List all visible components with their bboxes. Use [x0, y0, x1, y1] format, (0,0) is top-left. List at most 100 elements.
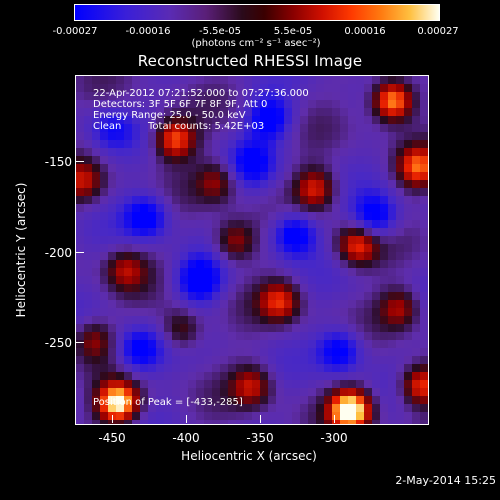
heatmap-cell: [220, 140, 228, 148]
heatmap-cell: [204, 412, 212, 420]
heatmap-cell: [420, 348, 428, 356]
heatmap-cell: [188, 324, 196, 332]
heatmap-cell: [116, 388, 124, 396]
heatmap-cell: [356, 156, 364, 164]
heatmap-cell: [316, 220, 324, 228]
heatmap-cell: [100, 340, 108, 348]
heatmap-cell: [84, 356, 92, 364]
heatmap-cell: [108, 164, 116, 172]
heatmap-cell: [260, 164, 268, 172]
heatmap-cell: [244, 340, 252, 348]
heatmap-cell: [236, 260, 244, 268]
heatmap-cell: [132, 92, 140, 100]
heatmap-cell: [276, 236, 284, 244]
peak-position-text: Position of Peak = [-433,-285]: [93, 397, 243, 408]
heatmap-cell: [108, 156, 116, 164]
heatmap-cell: [380, 364, 388, 372]
heatmap-cell: [388, 244, 396, 252]
heatmap-cell: [124, 332, 132, 340]
heatmap-cell: [364, 236, 372, 244]
heatmap-cell: [300, 92, 308, 100]
heatmap-cell: [84, 284, 92, 292]
heatmap-cell: [340, 76, 348, 84]
heatmap-cell: [380, 148, 388, 156]
heatmap-cell: [308, 404, 316, 412]
heatmap-cell: [308, 164, 316, 172]
heatmap-cell: [372, 260, 380, 268]
heatmap-cell: [196, 212, 204, 220]
heatmap-cell: [148, 212, 156, 220]
heatmap-cell: [124, 196, 132, 204]
heatmap-cell: [372, 292, 380, 300]
heatmap-cell: [420, 228, 428, 236]
heatmap-cell: [212, 308, 220, 316]
heatmap-cell: [292, 316, 300, 324]
heatmap-cell: [404, 348, 412, 356]
heatmap-cell: [156, 316, 164, 324]
heatmap-cell: [372, 372, 380, 380]
heatmap-cell: [172, 356, 180, 364]
heatmap-cell: [356, 268, 364, 276]
heatmap-cell: [156, 332, 164, 340]
heatmap-cell: [356, 116, 364, 124]
heatmap-cell: [420, 140, 428, 148]
heatmap-cell: [76, 356, 84, 364]
heatmap-cell: [268, 396, 276, 404]
heatmap-cell: [260, 140, 268, 148]
heatmap-cell: [284, 108, 292, 116]
heatmap-cell: [260, 276, 268, 284]
heatmap-cell: [244, 236, 252, 244]
heatmap-cell: [228, 140, 236, 148]
heatmap-cell: [292, 220, 300, 228]
heatmap-cell: [236, 92, 244, 100]
heatmap-cell: [132, 372, 140, 380]
heatmap-cell: [228, 372, 236, 380]
heatmap-cell: [372, 412, 380, 420]
heatmap-cell: [220, 260, 228, 268]
heatmap-cell: [284, 180, 292, 188]
heatmap-cell: [116, 164, 124, 172]
heatmap-cell: [284, 300, 292, 308]
heatmap-cell: [300, 404, 308, 412]
heatmap-cell: [124, 364, 132, 372]
heatmap-cell: [100, 252, 108, 260]
heatmap-cell: [396, 380, 404, 388]
heatmap-cell: [124, 252, 132, 260]
heatmap-cell: [228, 324, 236, 332]
heatmap-cell: [132, 284, 140, 292]
heatmap-cell: [172, 292, 180, 300]
heatmap-cell: [228, 76, 236, 84]
heatmap-cell: [180, 228, 188, 236]
heatmap-cell: [108, 148, 116, 156]
heatmap-cell: [324, 164, 332, 172]
heatmap-cell: [148, 380, 156, 388]
heatmap-cell: [196, 348, 204, 356]
heatmap-cell: [244, 244, 252, 252]
heatmap-cell: [244, 268, 252, 276]
heatmap-cell: [300, 228, 308, 236]
heatmap-cell: [364, 124, 372, 132]
heatmap-cell: [356, 172, 364, 180]
heatmap-cell: [100, 332, 108, 340]
heatmap-cell: [244, 380, 252, 388]
heatmap-cell: [244, 148, 252, 156]
heatmap-cell: [372, 180, 380, 188]
heatmap-cell: [84, 92, 92, 100]
heatmap-cell: [164, 396, 172, 404]
heatmap-cell: [212, 180, 220, 188]
heatmap-cell: [380, 228, 388, 236]
heatmap-cell: [188, 420, 196, 424]
heatmap-cell: [332, 364, 340, 372]
heatmap-cell: [324, 244, 332, 252]
heatmap-cell: [156, 188, 164, 196]
heatmap-cell: [260, 348, 268, 356]
heatmap-cell: [420, 308, 428, 316]
heatmap-cell: [220, 156, 228, 164]
heatmap-cell: [156, 308, 164, 316]
heatmap-cell: [396, 292, 404, 300]
y-tick-label: -150: [44, 155, 72, 169]
heatmap-cell: [340, 188, 348, 196]
heatmap-cell: [140, 116, 148, 124]
heatmap-cell: [180, 284, 188, 292]
heatmap-cell: [388, 76, 396, 84]
